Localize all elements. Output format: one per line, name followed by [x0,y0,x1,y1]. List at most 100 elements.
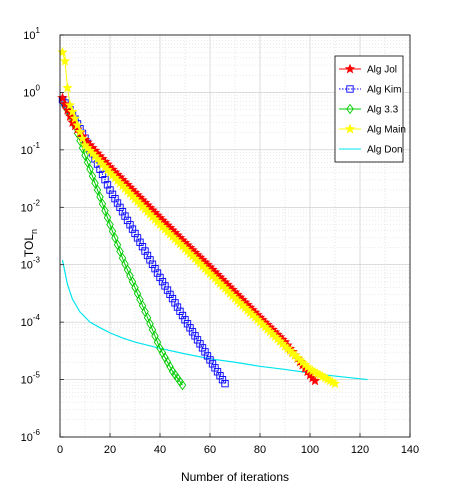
x-axis-title: Number of iterations [181,470,289,484]
data-point [113,239,122,251]
data-point [161,352,169,363]
data-point [111,232,119,244]
data-point [163,356,172,368]
data-point [156,343,164,354]
data-point [171,299,179,307]
data-point [81,150,89,161]
data-point [62,82,73,93]
data-point [116,203,124,212]
y-tick-label: 10-3 [21,256,41,272]
legend-item: Alg Jol [339,63,397,76]
data-point [309,375,321,386]
data-point [108,226,117,237]
x-tick-label: 140 [401,444,419,456]
y-tick-base: 10 [21,260,33,272]
data-point [121,212,129,220]
data-point [186,324,194,332]
x-tick-label: 20 [104,444,116,456]
data-point [168,294,177,303]
data-point [188,328,197,336]
y-tick-exponent: 0 [36,83,41,92]
y-tick-base: 10 [21,375,33,387]
y-tick-exponent: -1 [33,141,41,150]
data-point [213,368,222,376]
data-point [93,184,102,196]
data-point [143,251,152,260]
y-tick-exponent: 1 [36,26,41,35]
legend-label: Alg Main [367,125,406,136]
data-point [198,344,207,352]
legend-label: Alg Kim [367,85,401,96]
x-tick-label: 60 [204,444,216,456]
data-point [163,286,172,294]
x-tick-label: 40 [154,444,166,456]
data-point [158,278,167,286]
legend-marker [346,85,354,93]
x-tick-label: 80 [254,444,266,456]
legend-marker [346,103,354,115]
data-point [161,282,169,290]
ticks [59,34,411,438]
data-point [166,361,174,372]
x-tick-label: 100 [301,444,319,456]
data-point [59,98,71,109]
data-point [83,157,92,168]
data-point [77,133,88,144]
data-point [88,170,97,182]
legend-label: Alg Jol [367,65,397,76]
data-point [173,303,182,311]
data-point [86,163,94,175]
data-point [193,336,202,344]
data-point [146,256,154,264]
y-axis-title-sub: n [29,229,39,234]
data-point [91,177,99,189]
legend-item: Alg Main [339,123,406,136]
tick-labels: 0 20 40 60 80 100 120 14010-610-510-410-310-210… [21,26,420,456]
data-point [216,372,224,380]
y-tick-base: 10 [23,87,35,99]
y-tick-base: 10 [21,145,33,157]
y-tick-base: 10 [23,30,35,42]
data-point [138,243,147,251]
data-point [151,265,159,273]
y-tick-exponent: -3 [33,256,41,265]
y-tick-exponent: -4 [33,313,41,322]
data-point [201,348,209,356]
data-point [106,219,114,230]
data-point [148,260,157,268]
data-point [218,376,227,384]
y-tick-base: 10 [21,317,33,329]
data-point [178,379,187,391]
y-tick-label: 10-5 [21,371,41,387]
legend: Alg Jol Alg Kim Alg 3.3 Alg Main Alg Don [334,55,406,163]
data-point [57,46,68,57]
x-tick-label: 120 [351,444,369,456]
data-point [183,320,192,328]
y-tick-label: 10-4 [21,313,41,329]
legend-item: Alg Kim [339,85,401,96]
data-point [106,186,114,194]
data-point [101,175,109,184]
series-layer [57,46,368,391]
legend-marker [344,63,356,74]
legend-item: Alg 3.3 [339,103,399,116]
data-point [67,106,78,117]
data-point [203,352,212,360]
y-axis-title: TOLn [22,229,39,257]
data-point [178,311,187,320]
data-point [131,229,139,238]
data-point [206,356,214,364]
data-point [153,269,162,277]
y-tick-base: 10 [21,202,33,214]
data-point [101,205,109,217]
data-point [181,316,189,324]
y-tick-label: 10-1 [21,141,41,157]
data-point [196,340,204,348]
data-point [136,238,144,246]
data-point [166,290,174,299]
data-point [191,332,199,340]
data-point [113,199,122,207]
legend-label: Alg Don [367,145,403,156]
y-axis-title-main: TOL [22,234,36,257]
data-point [103,212,112,223]
